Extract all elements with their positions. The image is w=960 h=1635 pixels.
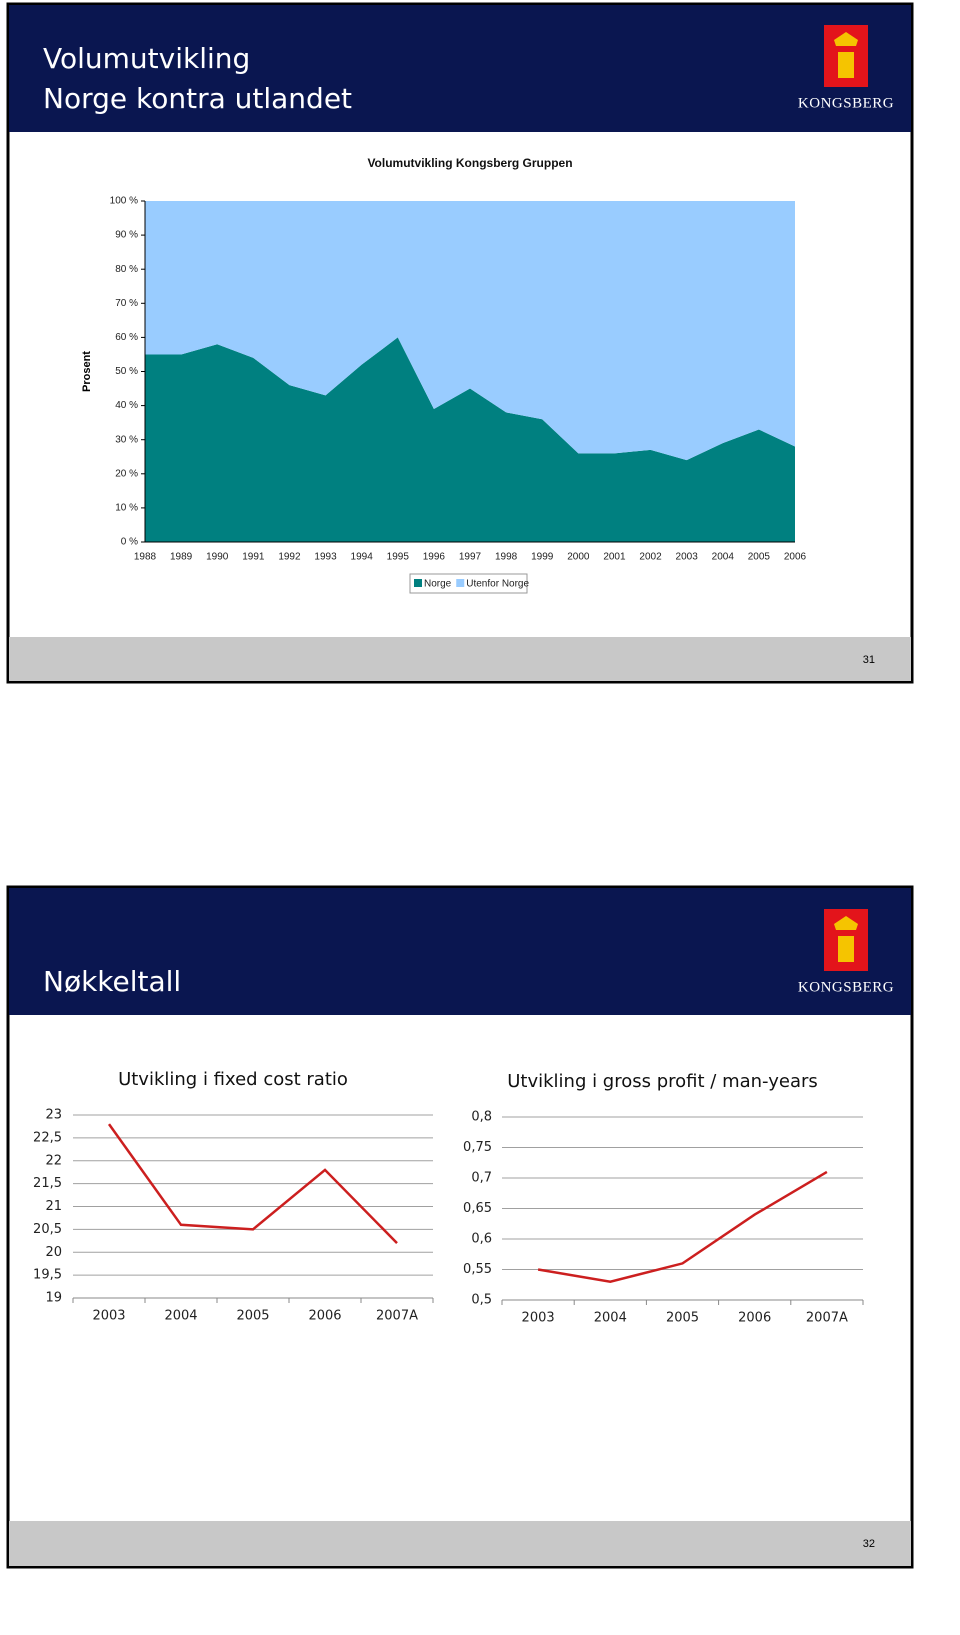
x-tick-label: 2003 — [92, 1309, 125, 1324]
x-tick-label: 2000 — [567, 552, 590, 563]
y-tick-label: 90 % — [115, 230, 138, 241]
x-tick-label: 1988 — [134, 552, 157, 563]
x-tick-label: 2006 — [784, 552, 807, 563]
y-tick-label: 0,7 — [471, 1171, 492, 1186]
y-tick-label: 22,5 — [33, 1130, 62, 1145]
slide-title: Volumutvikling — [43, 42, 250, 75]
y-tick-label: 40 % — [115, 400, 138, 411]
logo-crest — [834, 916, 858, 962]
y-tick-label: 20,5 — [33, 1222, 62, 1237]
page-number: 31 — [863, 654, 875, 666]
x-tick-label: 2005 — [748, 552, 771, 563]
y-tick-label: 22 — [45, 1153, 62, 1168]
x-tick-label: 1992 — [278, 552, 301, 563]
y-tick-label: 20 % — [115, 468, 138, 479]
y-tick-label: 10 % — [115, 503, 138, 514]
x-tick-label: 1994 — [351, 552, 374, 563]
y-tick-label: 60 % — [115, 332, 138, 343]
x-tick-label: 2004 — [712, 552, 735, 563]
y-tick-label: 70 % — [115, 298, 138, 309]
y-tick-label: 50 % — [115, 366, 138, 377]
x-tick-label: 1997 — [459, 552, 482, 563]
area — [145, 201, 795, 461]
x-tick-label: 1999 — [531, 552, 554, 563]
line — [107, 1123, 398, 1244]
x-tick-label: 2002 — [639, 552, 662, 563]
x-tick-label: 1993 — [314, 552, 337, 563]
y-tick-label: 0,8 — [471, 1110, 492, 1125]
y-tick-label: 0,65 — [463, 1201, 492, 1216]
x-tick-label: 1989 — [170, 552, 193, 563]
slide-header — [9, 888, 911, 1015]
x-tick-label: 1995 — [387, 552, 410, 563]
x-tick-label: 2005 — [666, 1311, 699, 1326]
chart-title: Utvikling i gross profit / man-years — [507, 1071, 818, 1092]
y-tick-label: 100 % — [110, 196, 138, 207]
x-tick-label: 2007A — [806, 1311, 848, 1326]
legend-label: Utenfor Norge — [466, 579, 529, 590]
x-tick-label: 2004 — [594, 1311, 627, 1326]
slide-title: Nøkkeltall — [43, 965, 181, 998]
legend-swatch — [414, 579, 422, 587]
legend-box — [409, 573, 528, 594]
y-tick-label: 0 % — [121, 537, 138, 548]
page-number: 32 — [863, 1538, 875, 1550]
y-tick-label: 21,5 — [33, 1176, 62, 1191]
x-tick-label: 1996 — [423, 552, 446, 563]
y-tick-label: 0,75 — [463, 1140, 492, 1155]
y-tick-label: 0,5 — [471, 1293, 492, 1308]
y-tick-label: 21 — [45, 1199, 62, 1214]
slide-footer — [9, 1521, 911, 1566]
y-tick-label: 80 % — [115, 264, 138, 275]
legend-swatch — [456, 579, 465, 587]
logo: KONGSBERG — [798, 25, 894, 111]
line — [537, 1170, 828, 1283]
logo-text: KONGSBERG — [798, 95, 894, 111]
y-tick-label: 20 — [45, 1245, 62, 1260]
x-tick-label: 1991 — [242, 552, 265, 563]
y-axis-label: Prosent — [81, 351, 93, 392]
y-tick-label: 19,5 — [33, 1268, 62, 1283]
legend-label: Norge — [424, 579, 452, 590]
logo-text: KONGSBERG — [798, 979, 894, 995]
logo: KONGSBERG — [798, 909, 894, 995]
slide-footer — [9, 637, 911, 681]
x-tick-label: 1998 — [495, 552, 518, 563]
chart-title: Volumutvikling Kongsberg Gruppen — [367, 156, 572, 170]
y-tick-label: 30 % — [115, 434, 138, 445]
x-tick-label: 2005 — [236, 1309, 269, 1324]
x-tick-label: 2003 — [676, 552, 699, 563]
chart-title: Utvikling i fixed cost ratio — [118, 1069, 348, 1090]
area — [145, 337, 795, 542]
x-tick-label: 2004 — [164, 1309, 197, 1324]
slide-title: Norge kontra utlandet — [43, 82, 352, 115]
y-tick-label: 0,6 — [471, 1232, 492, 1247]
x-tick-label: 2006 — [308, 1309, 341, 1324]
x-tick-label: 2001 — [603, 552, 626, 563]
y-tick-label: 19 — [45, 1291, 62, 1306]
x-tick-label: 2003 — [522, 1311, 555, 1326]
x-tick-label: 2006 — [738, 1311, 771, 1326]
x-tick-label: 1990 — [206, 552, 229, 563]
slide-header — [9, 5, 911, 132]
x-tick-label: 2007A — [376, 1309, 418, 1324]
y-tick-label: 23 — [45, 1108, 62, 1123]
y-tick-label: 0,55 — [463, 1262, 492, 1277]
logo-crest — [834, 32, 858, 78]
